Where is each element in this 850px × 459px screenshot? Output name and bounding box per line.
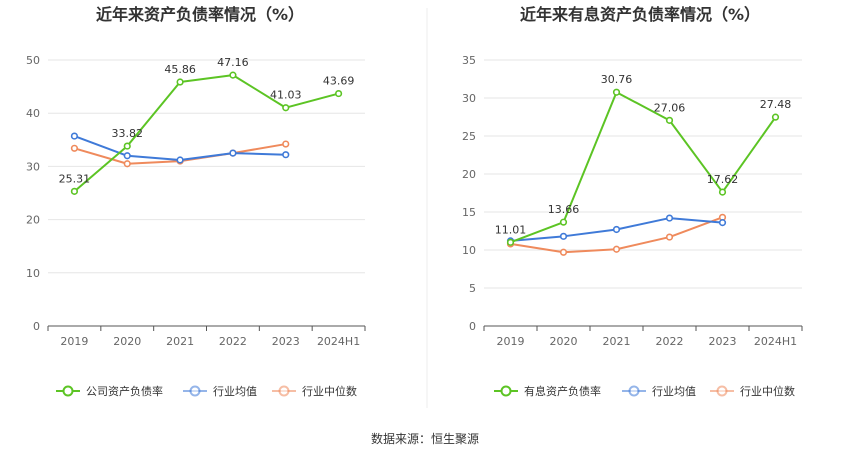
- y-tick-label: 20: [462, 168, 476, 181]
- legend-item: 公司资产负债率: [56, 384, 163, 398]
- data-label: 45.86: [164, 63, 196, 76]
- chart-title: 近年来资产负债率情况（%）: [96, 5, 304, 24]
- data-point: [176, 156, 184, 164]
- legend-item: 行业中位数: [710, 384, 795, 398]
- data-label: 13.66: [548, 203, 580, 216]
- data-label: 33.82: [112, 127, 144, 140]
- data-label: 17.62: [707, 173, 739, 186]
- chart-title: 近年来有息资产负债率情况（%）: [520, 5, 760, 24]
- chart-left: 近年来资产负债率情况（%） 0 10 20 30 40 50 2019 2020 2021 2022…: [26, 5, 366, 398]
- data-label: 30.76: [601, 73, 633, 86]
- x-tick-label: 2019: [497, 335, 525, 348]
- data-point: [559, 232, 568, 240]
- data-label: 41.03: [270, 89, 302, 102]
- legend-label: 行业均值: [213, 385, 257, 398]
- data-label: 11.01: [495, 223, 527, 236]
- y-tick-label: 30: [462, 92, 476, 105]
- x-tick-label: 2023: [709, 335, 737, 348]
- y-tick-label: 0: [33, 320, 40, 333]
- data-point: [229, 149, 237, 157]
- x-tick-label: 2020: [550, 335, 578, 348]
- data-point: [70, 187, 79, 195]
- y-tick-label: 40: [26, 107, 40, 120]
- legend-item: 行业中位数: [272, 384, 357, 398]
- x-tick-label: 2019: [60, 335, 88, 348]
- data-point: [718, 188, 727, 196]
- legend-swatch-marker: [628, 385, 640, 397]
- data-label: 25.31: [59, 172, 91, 185]
- data-point: [559, 248, 568, 256]
- legend-label: 行业中位数: [302, 384, 357, 398]
- data-point: [70, 144, 79, 152]
- y-tick-label: 5: [469, 282, 476, 295]
- y-tick-label: 0: [469, 320, 476, 333]
- legend-item: 行业均值: [183, 385, 257, 398]
- data-point: [612, 245, 621, 253]
- chart-right: 近年来有息资产负债率情况（%） 0 5 10 15 20 25 30 35 2019 2020 202…: [462, 5, 803, 398]
- x-tick-label: 2024H1: [754, 335, 797, 348]
- legend-swatch-marker: [500, 385, 512, 397]
- data-point: [123, 152, 131, 160]
- y-tick-label: 35: [462, 54, 476, 67]
- legend-label: 行业中位数: [740, 384, 795, 398]
- series-line: [73, 74, 339, 193]
- legend-item: 行业均值: [622, 385, 696, 398]
- data-label: 47.16: [217, 56, 249, 69]
- data-label: 27.48: [760, 98, 792, 111]
- data-point: [665, 233, 674, 241]
- data-point: [334, 89, 343, 98]
- y-tick-label: 15: [462, 206, 476, 219]
- x-tick-label: 2022: [656, 335, 684, 348]
- x-tick-label: 2023: [272, 335, 300, 348]
- legend-item: 有息资产负债率: [494, 384, 601, 398]
- y-tick-label: 50: [26, 54, 40, 67]
- legend-swatch-marker: [189, 385, 201, 397]
- x-tick-label: 2022: [219, 335, 247, 348]
- legend-label: 行业均值: [652, 385, 696, 398]
- x-tick-label: 2024H1: [317, 335, 360, 348]
- data-point: [123, 142, 131, 150]
- y-tick-label: 30: [26, 160, 40, 173]
- x-tick-label: 2020: [113, 335, 141, 348]
- y-tick-label: 10: [462, 244, 476, 257]
- data-point: [282, 140, 290, 148]
- data-source-label: 数据来源：恒生聚源: [371, 431, 479, 446]
- data-point: [559, 218, 568, 226]
- data-point: [229, 71, 237, 79]
- y-tick-label: 10: [26, 267, 40, 280]
- data-point: [771, 113, 780, 121]
- data-point: [70, 132, 79, 140]
- data-label: 27.06: [654, 101, 686, 114]
- x-tick-label: 2021: [166, 335, 194, 348]
- legend-swatch-marker: [716, 385, 728, 397]
- data-point: [282, 104, 290, 112]
- legend-swatch-marker: [278, 385, 290, 397]
- y-tick-label: 20: [26, 214, 40, 227]
- data-point: [506, 238, 515, 246]
- x-tick-label: 2021: [603, 335, 631, 348]
- data-point: [282, 151, 290, 159]
- data-point: [176, 78, 184, 86]
- data-point: [665, 116, 674, 124]
- data-label: 43.69: [323, 75, 355, 88]
- legend-swatch-marker: [62, 385, 74, 397]
- y-tick-label: 25: [462, 130, 476, 143]
- series-line: [510, 91, 777, 244]
- data-point: [665, 214, 674, 222]
- legend-label: 有息资产负债率: [524, 384, 601, 398]
- data-point: [718, 219, 727, 227]
- data-point: [612, 225, 621, 234]
- legend-label: 公司资产负债率: [86, 384, 163, 398]
- data-point: [612, 88, 621, 96]
- data-point: [123, 160, 131, 168]
